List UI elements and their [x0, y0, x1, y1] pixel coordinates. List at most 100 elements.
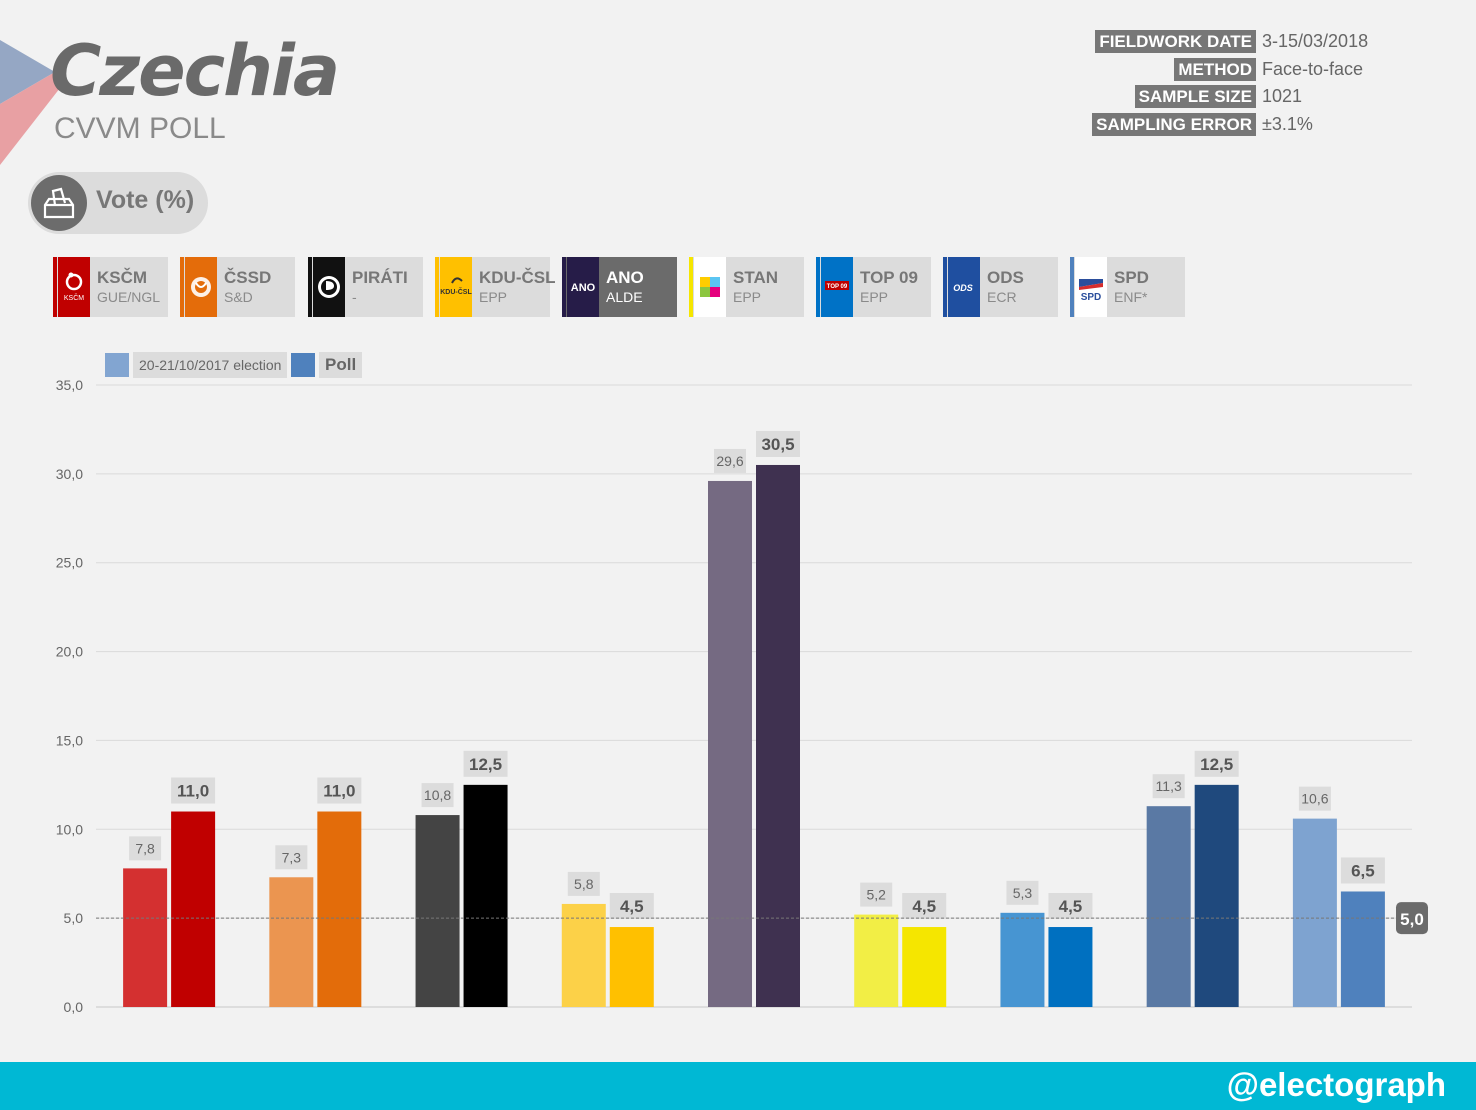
party-logo-text: ANO	[571, 282, 596, 294]
bar-poll	[463, 784, 508, 1007]
data-label: 5,3	[1013, 885, 1033, 901]
meta-value: 3-15/03/2018	[1262, 31, 1369, 51]
data-label: 5,2	[866, 887, 886, 903]
party-logo-text: KDU-ČSL	[440, 287, 472, 296]
ods-logo-icon: ODS	[948, 257, 980, 317]
bar-election	[415, 815, 460, 1007]
data-label: 12,5	[1200, 755, 1233, 774]
data-label-box	[714, 448, 746, 473]
ballot-box-icon	[31, 175, 87, 231]
data-label-box	[1298, 786, 1331, 811]
bar-poll	[317, 811, 362, 1007]
data-label-box	[1048, 893, 1093, 920]
data-label: 10,8	[424, 787, 451, 803]
metric-pill: Vote (%)	[28, 172, 208, 234]
party-group: EPP	[860, 289, 889, 305]
data-label: 30,5	[761, 435, 794, 454]
party-group: S&D	[224, 289, 253, 305]
top09-logo-icon: TOP 09	[821, 257, 853, 317]
party-color-stripe	[816, 257, 820, 317]
bar-poll	[1048, 927, 1093, 1007]
party-name: KDU-ČSL	[479, 268, 556, 287]
party-name: ANO	[606, 268, 644, 287]
party-group: ECR	[987, 289, 1017, 305]
party-card-spd: SPD SPD ENF*	[1070, 257, 1185, 317]
bar-poll	[756, 464, 800, 1007]
meta-value: 1021	[1262, 86, 1303, 106]
bar-election	[269, 877, 314, 1007]
pollster-subtitle: CVVM POLL	[54, 112, 226, 145]
data-label-box	[567, 871, 600, 896]
bar-poll	[1340, 891, 1385, 1007]
legend-item-poll: Poll	[291, 352, 363, 378]
party-color-stripe	[943, 257, 947, 317]
party-color-stripe	[435, 257, 439, 317]
data-label-box	[860, 882, 893, 907]
meta-label: SAMPLE SIZE	[1134, 85, 1256, 108]
party-logo-text: TOP 09	[827, 284, 848, 290]
bar-election	[854, 914, 899, 1007]
party-card-top09: TOP 09 TOP 09 EPP	[816, 257, 931, 317]
bar-election	[1292, 818, 1337, 1007]
party-color-stripe	[1070, 257, 1074, 317]
y-tick-label: 15,0	[56, 732, 83, 748]
party-name: STAN	[733, 268, 779, 287]
data-label: 6,5	[1351, 861, 1375, 880]
meta-label: SAMPLING ERROR	[1092, 112, 1256, 136]
meta-row-sample-size: SAMPLE SIZE 1021	[1110, 85, 1410, 108]
data-label: 11,3	[1156, 778, 1182, 794]
data-label: 7,8	[135, 840, 155, 856]
bar-election	[1000, 912, 1045, 1007]
y-tick-label: 0,0	[64, 999, 84, 1015]
data-label-box	[1006, 880, 1039, 905]
party-color-stripe	[180, 257, 184, 317]
data-label: 11,0	[323, 782, 355, 801]
kscm-logo-icon: KSČM	[58, 257, 90, 317]
data-label: 4,5	[912, 897, 936, 916]
bar-election	[561, 903, 606, 1007]
threshold-badge	[1396, 902, 1428, 935]
data-label-box	[317, 777, 362, 804]
party-color-stripe	[689, 257, 693, 317]
bar-election	[123, 868, 168, 1007]
spd-logo-icon: SPD	[1075, 257, 1107, 317]
party-card-cssd: ČSSD S&D	[180, 257, 295, 317]
party-legend: KSČM KSČM GUE/NGL ČSSD S&D PIRÁTI - KDU-…	[53, 257, 1253, 317]
legend-swatch	[291, 353, 315, 377]
data-label-box	[609, 893, 654, 920]
data-label-box	[902, 893, 947, 920]
data-label: 4,5	[1059, 897, 1083, 916]
footer-handle: @electograph	[1226, 1066, 1446, 1103]
party-name: PIRÁTI	[352, 268, 408, 287]
data-label: 5,8	[574, 876, 594, 892]
legend-item-election: 20-21/10/2017 election	[105, 352, 288, 378]
party-logo-text: SPD	[1081, 292, 1102, 303]
data-label-box	[1194, 750, 1239, 777]
party-color-stripe	[53, 257, 57, 317]
page-title: Czechia	[50, 30, 340, 112]
bar-election	[1146, 806, 1191, 1007]
legend-label: Poll	[319, 352, 363, 378]
bar-election	[708, 480, 752, 1008]
party-card-ods: ODS ODS ECR	[943, 257, 1058, 317]
party-name: TOP 09	[860, 268, 918, 287]
party-card-stan: STAN EPP	[689, 257, 804, 317]
y-tick-label: 5,0	[64, 910, 84, 926]
party-name: ODS	[987, 268, 1024, 287]
cssd-logo-icon	[185, 257, 217, 317]
flag-decoration	[0, 40, 60, 165]
y-tick-label: 35,0	[56, 377, 83, 393]
meta-label: METHOD	[1174, 57, 1256, 81]
data-label: 11,0	[177, 782, 209, 801]
data-label-box	[129, 836, 162, 861]
data-label-box	[1340, 857, 1385, 884]
legend-swatch	[105, 353, 129, 377]
data-label-box	[421, 783, 454, 808]
data-label-box	[275, 845, 308, 870]
meta-value: Face-to-face	[1262, 58, 1364, 79]
stan-logo-icon	[694, 257, 726, 317]
pirati-logo-icon	[313, 257, 345, 317]
bar-poll	[609, 927, 654, 1007]
meta-label: FIELDWORK DATE	[1095, 30, 1256, 53]
party-group: ENF*	[1114, 289, 1148, 305]
